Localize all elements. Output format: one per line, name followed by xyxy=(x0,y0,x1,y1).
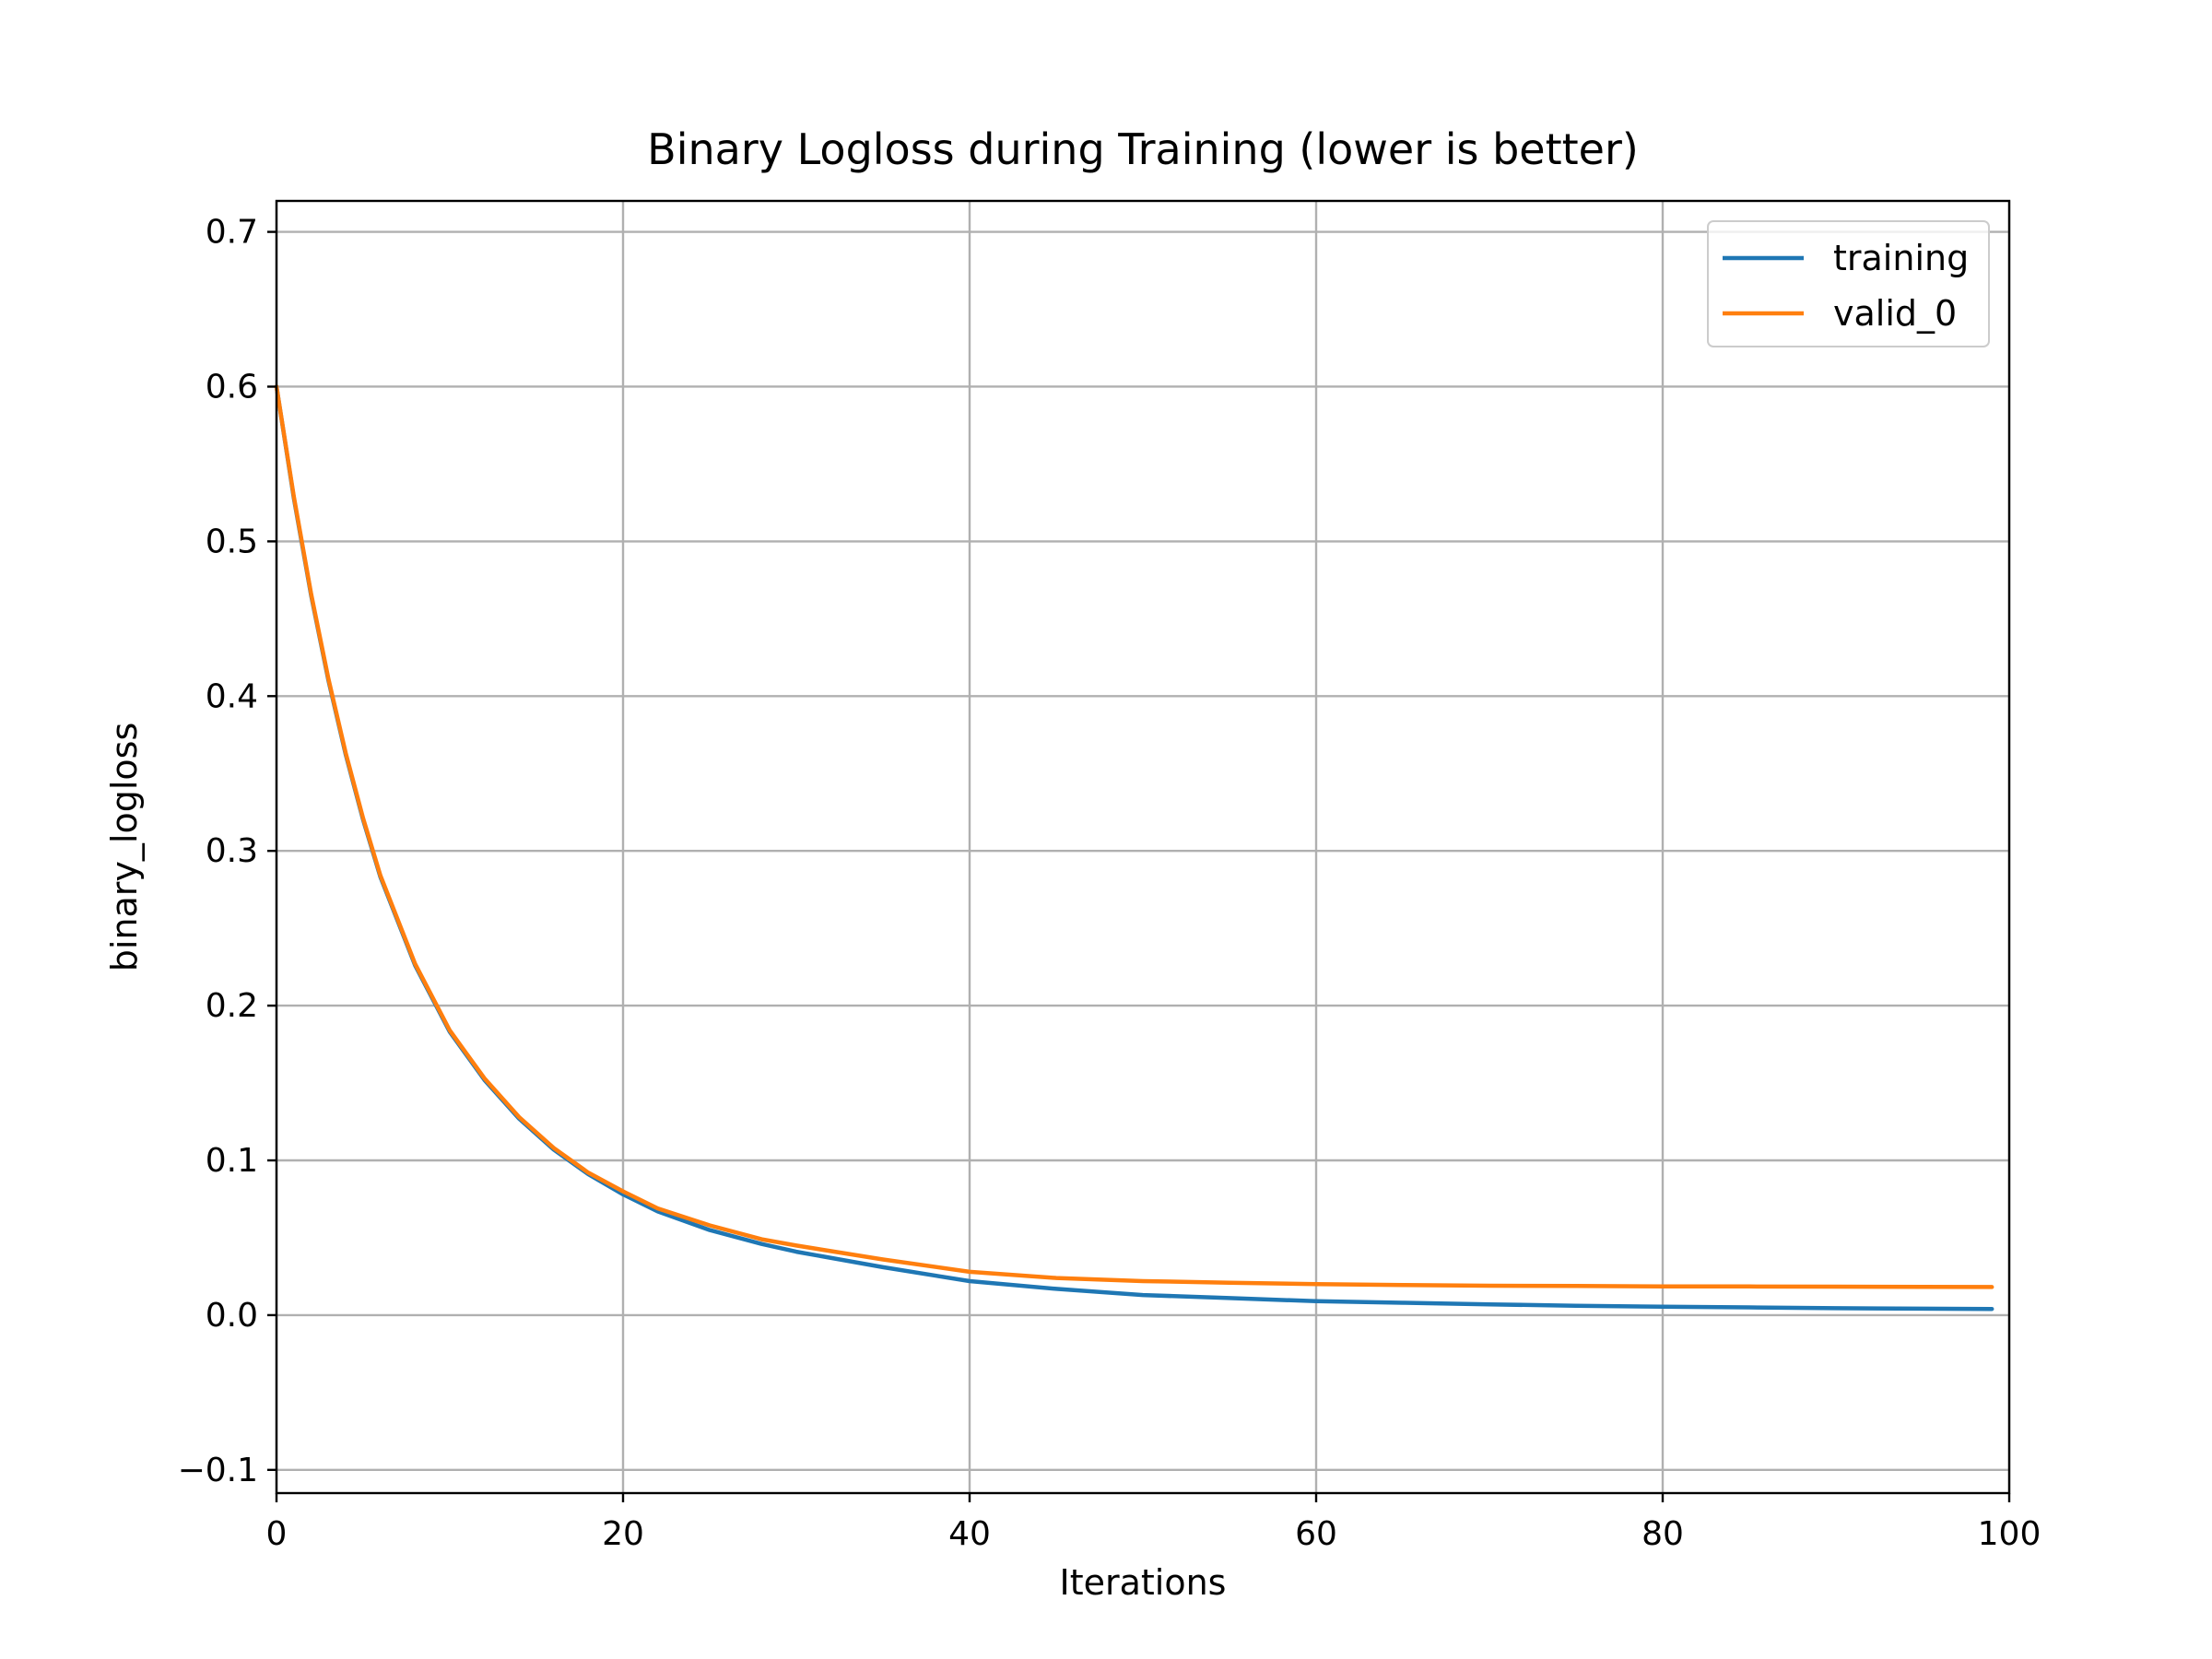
x-tick-label: 0 xyxy=(266,1515,288,1553)
x-axis-label: Iterations xyxy=(1060,1562,1227,1603)
y-tick-label: 0.5 xyxy=(206,523,258,560)
y-tick-label: 0.7 xyxy=(206,214,258,252)
x-tick-label: 40 xyxy=(948,1515,991,1553)
x-tick-label: 100 xyxy=(1978,1515,2041,1553)
legend: training valid_0 xyxy=(1707,220,1990,347)
grid xyxy=(275,201,2011,1493)
y-tick-label: 0.4 xyxy=(206,677,258,715)
y-axis-label: binary_logloss xyxy=(104,723,145,972)
axis-ticks: 0 20 40 60 80 100 −0.1 0.0 0.1 0.2 0.3 0.4 0.5 0.6 0.7 xyxy=(178,214,2041,1553)
legend-label-training: training xyxy=(1833,238,1969,278)
y-tick-label: 0.0 xyxy=(206,1297,258,1335)
x-tick-label: 60 xyxy=(1295,1515,1337,1553)
y-tick-label: 0.1 xyxy=(206,1142,258,1180)
series-line-valid_0 xyxy=(274,384,1994,1289)
series-lines xyxy=(274,384,1994,1312)
y-tick-label: 0.6 xyxy=(206,368,258,406)
y-tick-label: −0.1 xyxy=(178,1452,258,1489)
legend-label-valid_0: valid_0 xyxy=(1833,293,1957,334)
plot-area-frame xyxy=(275,199,2011,1495)
x-tick-label: 80 xyxy=(1641,1515,1684,1553)
x-tick-label: 20 xyxy=(602,1515,644,1553)
y-tick-label: 0.2 xyxy=(206,987,258,1025)
chart-title: Binary Logloss during Training (lower is… xyxy=(647,124,1639,174)
y-tick-label: 0.3 xyxy=(206,832,258,870)
